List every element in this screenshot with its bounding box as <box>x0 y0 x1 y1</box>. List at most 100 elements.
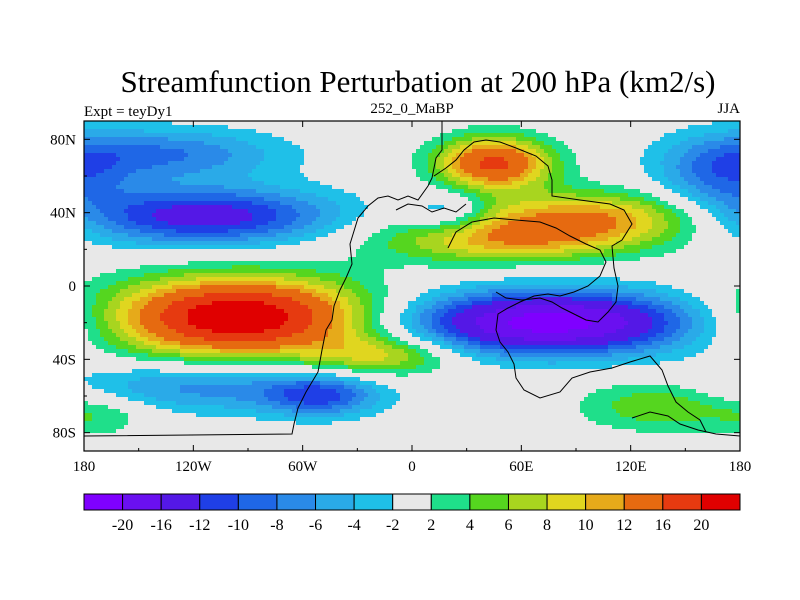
contour-cell <box>492 229 609 234</box>
contour-cell <box>428 181 445 186</box>
contour-cell <box>296 381 321 386</box>
contour-cell <box>328 301 341 306</box>
contour-cell <box>164 321 189 326</box>
contour-cell <box>388 245 421 250</box>
contour-cell <box>300 241 365 246</box>
contour-cell <box>128 341 145 346</box>
contour-cell <box>368 333 381 338</box>
contour-cell <box>484 225 501 230</box>
contour-cell <box>652 225 669 230</box>
contour-cell <box>116 293 133 298</box>
contour-cell <box>648 173 665 178</box>
contour-cell <box>424 333 437 338</box>
contour-cell <box>376 345 393 350</box>
contour-cell <box>564 177 589 182</box>
colorbar-swatch <box>662 493 702 511</box>
contour-cell <box>232 153 265 158</box>
contour-cell <box>460 177 473 182</box>
contour-cell <box>580 257 641 262</box>
contour-cell <box>444 305 457 310</box>
contour-cell <box>652 237 673 242</box>
colorbar-label: 6 <box>504 517 512 534</box>
contour-cell <box>476 229 493 234</box>
contour-cell <box>360 409 385 414</box>
contour-cell <box>664 313 677 318</box>
contour-cell <box>436 157 445 162</box>
contour-cell <box>304 361 345 366</box>
coastline-asia-interior <box>395 203 467 213</box>
contour-cell <box>124 425 613 430</box>
contour-cell <box>456 217 469 222</box>
contour-cell <box>388 353 409 358</box>
contour-cell <box>116 153 189 158</box>
contour-cell <box>304 157 413 162</box>
contour-cell <box>636 221 653 226</box>
contour-cell <box>84 313 93 318</box>
colorbar-label: 10 <box>578 517 594 534</box>
contour-cell <box>268 205 293 210</box>
contour-cell <box>484 201 497 206</box>
contour-cell <box>400 361 425 366</box>
contour-cell <box>504 241 549 246</box>
contour-cell <box>612 385 681 390</box>
contour-cell <box>348 401 361 406</box>
contour-cell <box>108 305 121 310</box>
contour-cell <box>480 341 501 346</box>
contour-cell <box>544 149 557 154</box>
contour-cell <box>180 353 301 358</box>
contour-cell <box>96 317 105 322</box>
contour-cell <box>84 381 89 386</box>
contour-cell <box>524 149 537 154</box>
contour-cell <box>364 313 373 318</box>
contour-cell <box>88 197 265 202</box>
contour-cell <box>92 417 129 422</box>
contour-cell <box>524 337 577 342</box>
contour-cell <box>340 305 353 310</box>
contour-cell <box>464 153 525 158</box>
contour-cell <box>280 185 333 190</box>
contour-cell <box>84 397 129 402</box>
contour-cell <box>84 165 113 170</box>
contour-cell <box>84 281 117 286</box>
contour-cell <box>84 201 93 206</box>
colorbar-swatch <box>546 493 587 511</box>
contour-cell <box>104 349 129 354</box>
contour-cell <box>640 257 740 262</box>
contour-cell <box>444 337 457 342</box>
contour-cell <box>612 425 740 430</box>
contour-cell <box>84 205 97 210</box>
contour-cell <box>472 173 521 178</box>
contour-cell <box>400 393 589 398</box>
contour-cell <box>344 341 369 346</box>
contour-cell <box>648 145 673 150</box>
contour-cell <box>400 313 413 318</box>
contour-cell <box>476 285 629 290</box>
contour-cell <box>388 241 417 246</box>
contour-cell <box>660 297 681 302</box>
colorbar-label: 20 <box>693 517 709 534</box>
contour-cell <box>724 137 740 142</box>
contour-cell <box>384 357 409 362</box>
contour-cell <box>320 297 333 302</box>
contour-cell <box>300 169 417 174</box>
contour-cell <box>460 221 473 226</box>
contour-cell <box>664 165 677 170</box>
contour-cell <box>292 221 313 226</box>
contour-cell <box>136 337 149 342</box>
contour-cell <box>372 321 381 326</box>
contour-cell <box>108 301 121 306</box>
contour-cell <box>128 173 185 178</box>
contour-cell <box>128 285 153 290</box>
contour-cell <box>652 325 665 330</box>
contour-cell <box>268 397 289 402</box>
contour-cell <box>204 337 277 342</box>
contour-cell <box>636 417 701 422</box>
contour-cell <box>336 373 397 378</box>
contour-cell <box>96 301 109 306</box>
contour-cell <box>736 301 740 306</box>
contour-cell <box>404 325 413 330</box>
contour-cell <box>212 133 273 138</box>
contour-cell <box>104 169 137 174</box>
contour-cell <box>700 189 721 194</box>
contour-cell <box>676 313 689 318</box>
